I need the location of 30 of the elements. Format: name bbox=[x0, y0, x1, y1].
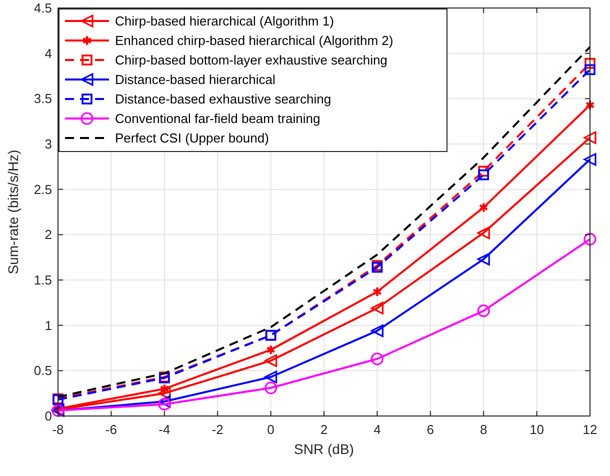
legend-label: Chirp-based hierarchical (Algorithm 1) bbox=[115, 14, 334, 28]
y-tick-label: 1 bbox=[44, 318, 52, 333]
legend-label: Conventional far-field beam training bbox=[115, 111, 320, 126]
y-tick-label: 2 bbox=[44, 227, 52, 242]
y-tick-label: 3.5 bbox=[34, 91, 52, 106]
y-axis-title: Sum-rate (bits/s/Hz) bbox=[5, 150, 21, 274]
x-tick-label: -8 bbox=[52, 422, 64, 437]
y-tick-label: 2.5 bbox=[34, 182, 52, 197]
x-tick-label: 0 bbox=[267, 422, 274, 437]
x-tick-label: 12 bbox=[582, 422, 598, 437]
x-axis-title: SNR (dB) bbox=[294, 441, 354, 457]
x-tick-label: 8 bbox=[480, 422, 488, 437]
legend-label: Enhanced chirp-based hierarchical (Algorithm 2) bbox=[115, 33, 394, 48]
y-tick-label: 3 bbox=[44, 136, 52, 152]
y-tick-label: 4.5 bbox=[34, 0, 52, 16]
x-tick-label: -2 bbox=[212, 422, 224, 437]
legend-label: Distance-based hierarchical bbox=[115, 72, 276, 87]
x-tick-label: -6 bbox=[105, 422, 117, 437]
y-tick-label: 1.5 bbox=[34, 272, 52, 288]
x-tick-label: 6 bbox=[426, 422, 434, 437]
x-tick-label: 2 bbox=[320, 422, 328, 437]
legend-label: Perfect CSI (Upper bound) bbox=[115, 130, 269, 146]
x-tick-label: -4 bbox=[158, 422, 170, 437]
y-tick-label: 4 bbox=[44, 46, 52, 61]
x-tick-label: 10 bbox=[530, 422, 544, 437]
legend-label: Chirp-based bottom-layer exhaustive searching bbox=[115, 52, 388, 68]
x-tick-label: 4 bbox=[374, 422, 381, 437]
y-tick-label: 0 bbox=[44, 408, 52, 424]
legend-label: Distance-based exhaustive searching bbox=[115, 92, 332, 106]
y-tick-label: 0.5 bbox=[34, 363, 52, 378]
